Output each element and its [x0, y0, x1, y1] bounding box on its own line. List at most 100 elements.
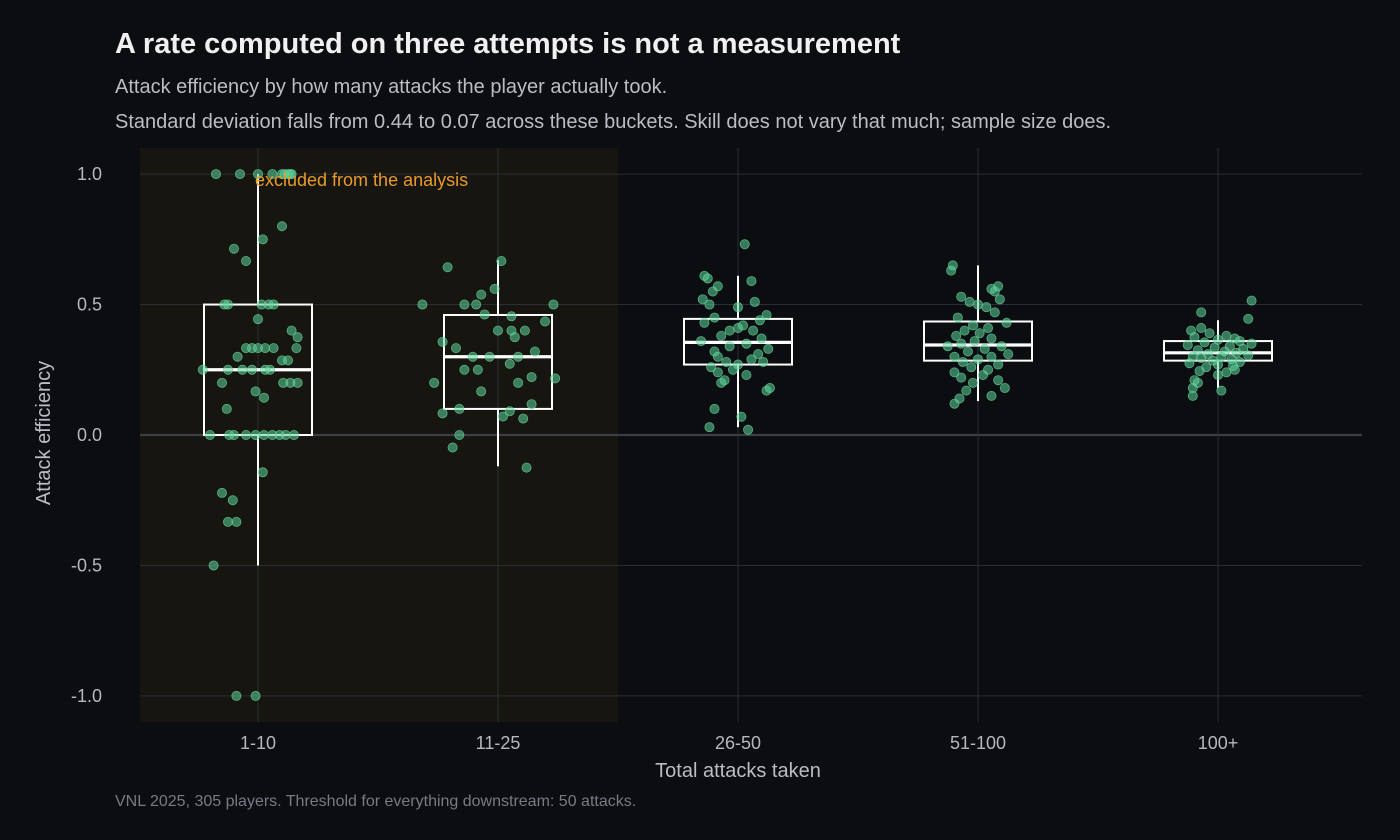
- data-point: [706, 362, 717, 373]
- data-point: [696, 336, 707, 347]
- x-tick-label: 26-50: [715, 733, 761, 753]
- data-point: [704, 422, 715, 433]
- data-point: [724, 341, 735, 352]
- y-tick-label: -0.5: [71, 555, 102, 575]
- data-point: [973, 354, 984, 365]
- data-point: [519, 325, 530, 336]
- label-layer: -1.0 -0.5 0.0 0.5 1.0 1-10 11-25 26-50 51-100 100…: [33, 164, 1238, 782]
- data-point: [716, 377, 727, 388]
- data-point: [733, 302, 744, 313]
- data-point: [949, 398, 960, 409]
- data-point: [228, 243, 239, 254]
- data-point: [946, 265, 957, 276]
- data-point: [951, 330, 962, 341]
- box-iqr: [443, 313, 553, 410]
- data-point: [1187, 390, 1198, 401]
- data-point: [1209, 342, 1220, 353]
- data-point: [258, 392, 269, 403]
- data-point: [221, 403, 232, 414]
- data-point: [983, 323, 994, 334]
- data-point: [1221, 330, 1232, 341]
- y-axis-title: Attack efficiency: [33, 361, 55, 505]
- data-point: [748, 325, 759, 336]
- data-point: [240, 255, 251, 266]
- data-point: [1246, 295, 1257, 306]
- data-point: [267, 169, 278, 180]
- data-point: [222, 364, 233, 375]
- data-point: [437, 336, 448, 347]
- data-point: [959, 325, 970, 336]
- data-point: [454, 429, 465, 440]
- data-point: [513, 351, 524, 362]
- data-point: [1196, 307, 1207, 318]
- data-point: [986, 351, 997, 362]
- data-point: [981, 302, 992, 313]
- data-point: [978, 369, 989, 380]
- data-point: [429, 377, 440, 388]
- data-point: [1194, 366, 1205, 377]
- data-point: [550, 373, 561, 384]
- data-point: [758, 356, 769, 367]
- data-point: [472, 364, 483, 375]
- data-point: [986, 390, 997, 401]
- data-point: [1216, 385, 1227, 396]
- x-tick-label: 1-10: [240, 733, 276, 753]
- y-tick-label: -1.0: [71, 686, 102, 706]
- point-layer: [197, 169, 1257, 701]
- data-point: [268, 343, 279, 354]
- data-point: [973, 299, 984, 310]
- data-point: [222, 516, 233, 527]
- data-point: [204, 429, 215, 440]
- data-point: [216, 487, 227, 498]
- data-point: [761, 309, 772, 320]
- data-point: [1243, 313, 1254, 324]
- data-point: [476, 386, 487, 397]
- data-point: [709, 312, 720, 323]
- data-point: [234, 169, 245, 180]
- data-point: [699, 317, 710, 328]
- data-point: [454, 403, 465, 414]
- data-point: [286, 325, 297, 336]
- data-point: [702, 273, 713, 284]
- data-point: [733, 323, 744, 334]
- data-point: [942, 341, 953, 352]
- data-point: [521, 462, 532, 473]
- data-point: [957, 356, 968, 367]
- data-point: [754, 315, 765, 326]
- data-point: [467, 351, 478, 362]
- data-point: [250, 690, 261, 701]
- y-tick-label: 0.5: [77, 295, 102, 315]
- y-tick-label: 0.0: [77, 425, 102, 445]
- data-point: [489, 283, 500, 294]
- data-point: [1204, 328, 1215, 339]
- data-point: [292, 377, 303, 388]
- data-point: [240, 429, 251, 440]
- chart-subtitle-line-2: Standard deviation falls from 0.44 to 0.…: [115, 111, 1112, 133]
- data-point: [459, 364, 470, 375]
- data-point: [989, 286, 1000, 297]
- data-point: [749, 296, 760, 307]
- data-point: [250, 429, 261, 440]
- data-point: [479, 309, 490, 320]
- x-tick-label: 51-100: [950, 733, 1006, 753]
- data-point: [739, 239, 750, 250]
- data-point: [712, 367, 723, 378]
- data-point: [697, 294, 708, 305]
- data-point: [526, 372, 537, 383]
- data-point: [447, 442, 458, 453]
- data-point: [459, 299, 470, 310]
- data-point: [237, 364, 248, 375]
- data-point: [250, 386, 261, 397]
- data-point: [707, 286, 718, 297]
- data-point: [753, 349, 764, 360]
- chart-title: A rate computed on three attempts is not…: [115, 28, 901, 60]
- data-point: [208, 560, 219, 571]
- data-point: [504, 406, 515, 417]
- data-point: [741, 338, 752, 349]
- data-point: [1213, 369, 1224, 380]
- data-point: [986, 333, 997, 344]
- data-point: [228, 429, 239, 440]
- x-axis-title: Total attacks taken: [655, 760, 821, 782]
